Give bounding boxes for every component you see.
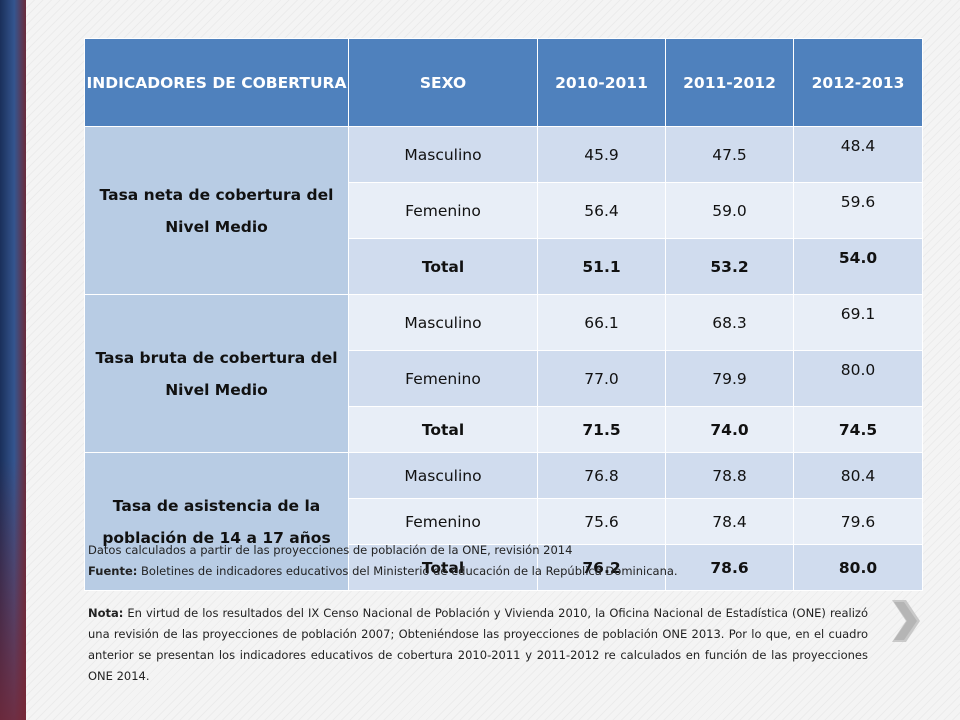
indicator-label: Tasa bruta de cobertura del Nivel Medio [84, 294, 349, 453]
table-row: Total 71.5 74.0 74.5 [85, 406, 923, 453]
sexo-cell: Total [348, 238, 538, 295]
sexo-cell: Femenino [348, 498, 538, 545]
table-row: Femenino 77.0 79.9 80.0 [85, 350, 923, 407]
value-cell: 78.8 [665, 452, 794, 499]
nota-note: Nota: En virtud de los resultados del IX… [88, 603, 868, 687]
value-cell: 48.4 [793, 126, 923, 183]
value-cell: 56.4 [537, 182, 666, 239]
sexo-cell: Masculino [348, 126, 538, 183]
table-row: Total 76.2 78.6 80.0 [85, 544, 923, 591]
left-accent-bar [0, 0, 26, 720]
value-cell: 47.5 [665, 126, 794, 183]
indicators-table: INDICADORES DE COBERTURA SEXO 2010-2011 … [84, 38, 923, 591]
value-cell: 80.4 [793, 452, 923, 499]
header-2011-2012: 2011-2012 [665, 38, 794, 127]
header-2010-2011: 2010-2011 [537, 38, 666, 127]
value-cell: 77.0 [537, 350, 666, 407]
value-cell: 79.6 [793, 498, 923, 545]
value-cell: 79.9 [665, 350, 794, 407]
nota-label: Nota: [88, 606, 124, 620]
notes-spacer [88, 582, 868, 603]
value-cell: 59.0 [665, 182, 794, 239]
value-cell: 59.6 [793, 182, 923, 239]
indicator-label: Tasa de asistencia de la población de 14… [84, 452, 349, 591]
header-sexo: SEXO [348, 38, 538, 127]
fuente-text: Boletines de indicadores educativos del … [137, 564, 678, 578]
value-cell: 76.8 [537, 452, 666, 499]
fuente-note: Fuente: Boletines de indicadores educati… [88, 561, 868, 582]
value-cell: 74.5 [793, 406, 923, 453]
header-indicadores: INDICADORES DE COBERTURA [84, 38, 349, 127]
value-cell: 66.1 [537, 294, 666, 351]
sexo-cell: Masculino [348, 452, 538, 499]
header-2012-2013: 2012-2013 [793, 38, 923, 127]
table-row: Total 51.1 53.2 54.0 [85, 238, 923, 295]
footnotes: Datos calculados a partir de las proyecc… [88, 540, 868, 687]
table-row: Tasa neta de cobertura del Nivel Medio M… [84, 126, 923, 295]
value-cell: 54.0 [793, 238, 923, 295]
value-cell: 74.0 [665, 406, 794, 453]
chevron-right-icon[interactable] [886, 598, 922, 644]
sexo-cell: Total [348, 544, 538, 591]
value-cell: 53.2 [665, 238, 794, 295]
nota-text: En virtud de los resultados del IX Censo… [88, 606, 868, 683]
value-cell: 80.0 [793, 544, 923, 591]
table-row: Tasa de asistencia de la población de 14… [84, 452, 923, 591]
table-row: Tasa bruta de cobertura del Nivel Medio … [84, 294, 923, 453]
value-cell: 45.9 [537, 126, 666, 183]
table-row: Femenino 56.4 59.0 59.6 [85, 182, 923, 239]
indicator-label: Tasa neta de cobertura del Nivel Medio [84, 126, 349, 295]
value-cell: 80.0 [793, 350, 923, 407]
sexo-cell: Femenino [348, 182, 538, 239]
datos-note: Datos calculados a partir de las proyecc… [88, 543, 573, 557]
value-cell: 78.6 [665, 544, 794, 591]
value-cell: 76.2 [537, 544, 666, 591]
sexo-cell: Total [348, 406, 538, 453]
table-header-row: INDICADORES DE COBERTURA SEXO 2010-2011 … [84, 38, 923, 127]
value-cell: 68.3 [665, 294, 794, 351]
value-cell: 71.5 [537, 406, 666, 453]
sexo-cell: Masculino [348, 294, 538, 351]
value-cell: 75.6 [537, 498, 666, 545]
value-cell: 51.1 [537, 238, 666, 295]
value-cell: 78.4 [665, 498, 794, 545]
sexo-cell: Femenino [348, 350, 538, 407]
value-cell: 69.1 [793, 294, 923, 351]
table-row: Femenino 75.6 78.4 79.6 [85, 498, 923, 545]
fuente-label: Fuente: [88, 564, 138, 578]
